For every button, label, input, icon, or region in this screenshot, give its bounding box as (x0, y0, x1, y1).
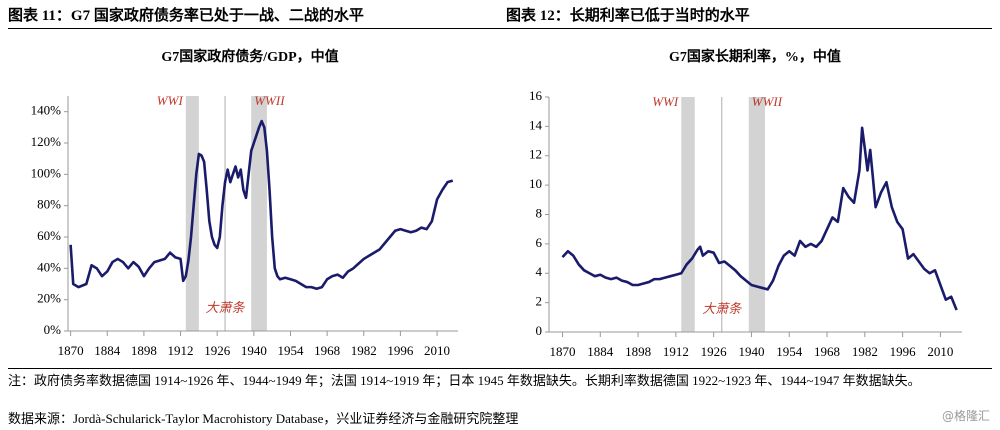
y-tick-label: 4 (536, 264, 543, 279)
y-tick-label: 0% (44, 322, 62, 337)
x-tick-label: 1940 (738, 344, 764, 359)
y-tick-label: 2 (536, 294, 543, 309)
x-tick-label: 1884 (587, 344, 614, 359)
rule (8, 368, 992, 369)
x-tick-label: 1996 (890, 344, 917, 359)
x-tick-label: 1940 (241, 343, 267, 358)
x-tick-label: 1982 (852, 344, 878, 359)
y-tick-label: 100% (31, 165, 62, 180)
y-tick-label: 0 (536, 323, 543, 338)
x-tick-label: 1968 (814, 344, 840, 359)
period-band (251, 96, 267, 331)
x-tick-label: 1996 (387, 343, 414, 358)
x-tick-label: 1982 (351, 343, 377, 358)
line (69, 119, 454, 290)
figure-title: 图表 12：长期利率已低于当时的水平 (506, 8, 750, 24)
line (561, 126, 958, 311)
x-tick-label: 1926 (204, 343, 231, 358)
figure-title: 图表 11：G7 国家政府债务率已处于一战、二战的水平 (8, 8, 364, 24)
y-tick-label: 20% (37, 291, 61, 306)
charts: G7国家政府债务/GDP，中值 WWI WWII 大萧条 0% 20% 40% 60% 80% 1… (31, 48, 962, 359)
x-tick-label: 1870 (549, 344, 575, 359)
x-tick-label: 1912 (168, 343, 194, 358)
x-tick-label: 1870 (58, 343, 84, 358)
chart-title: G7国家政府债务/GDP，中值 (161, 48, 338, 65)
annotation-label: 大萧条 (206, 300, 246, 315)
x-tick-label: 1912 (663, 344, 689, 359)
period-label: WWII (254, 93, 285, 108)
y-tick-label: 6 (536, 235, 543, 250)
period-label: WWI (157, 93, 184, 108)
y-tick-label: 12 (529, 147, 542, 162)
y-tick-label: 60% (37, 228, 61, 243)
y-tick-label: 8 (536, 205, 543, 220)
annotation-label: 大萧条 (702, 301, 742, 316)
x-tick-label: 1898 (625, 344, 651, 359)
y-tick-label: 40% (37, 259, 61, 274)
x-tick-label: 1954 (776, 344, 803, 359)
x-tick-label: 2010 (424, 343, 450, 358)
rule (8, 28, 992, 29)
y-tick-label: 10 (529, 176, 542, 191)
watermark: @格隆汇 (941, 409, 990, 423)
x-tick-label: 1954 (277, 343, 304, 358)
period-label: WWII (752, 94, 783, 109)
y-tick-label: 14 (529, 117, 543, 132)
period-band (748, 97, 765, 332)
y-tick-label: 80% (37, 197, 61, 212)
x-tick-label: 2010 (927, 344, 953, 359)
chart-title: G7国家长期利率，%，中值 (669, 48, 841, 65)
notes: 注：政府债务率数据德国 1914~1926 年、1944~1949 年；法国 1… (8, 373, 921, 388)
period-label: WWI (652, 94, 679, 109)
x-tick-label: 1898 (131, 343, 157, 358)
y-tick-label: 16 (529, 88, 543, 103)
y-tick-label: 120% (31, 134, 62, 149)
x-tick-label: 1968 (314, 343, 340, 358)
x-tick-label: 1926 (701, 344, 728, 359)
period-band (681, 97, 695, 332)
x-tick-label: 1884 (94, 343, 121, 358)
y-tick-label: 140% (31, 103, 62, 118)
source: 数据来源：Jordà-Schularick-Taylor Macrohistor… (8, 411, 519, 426)
